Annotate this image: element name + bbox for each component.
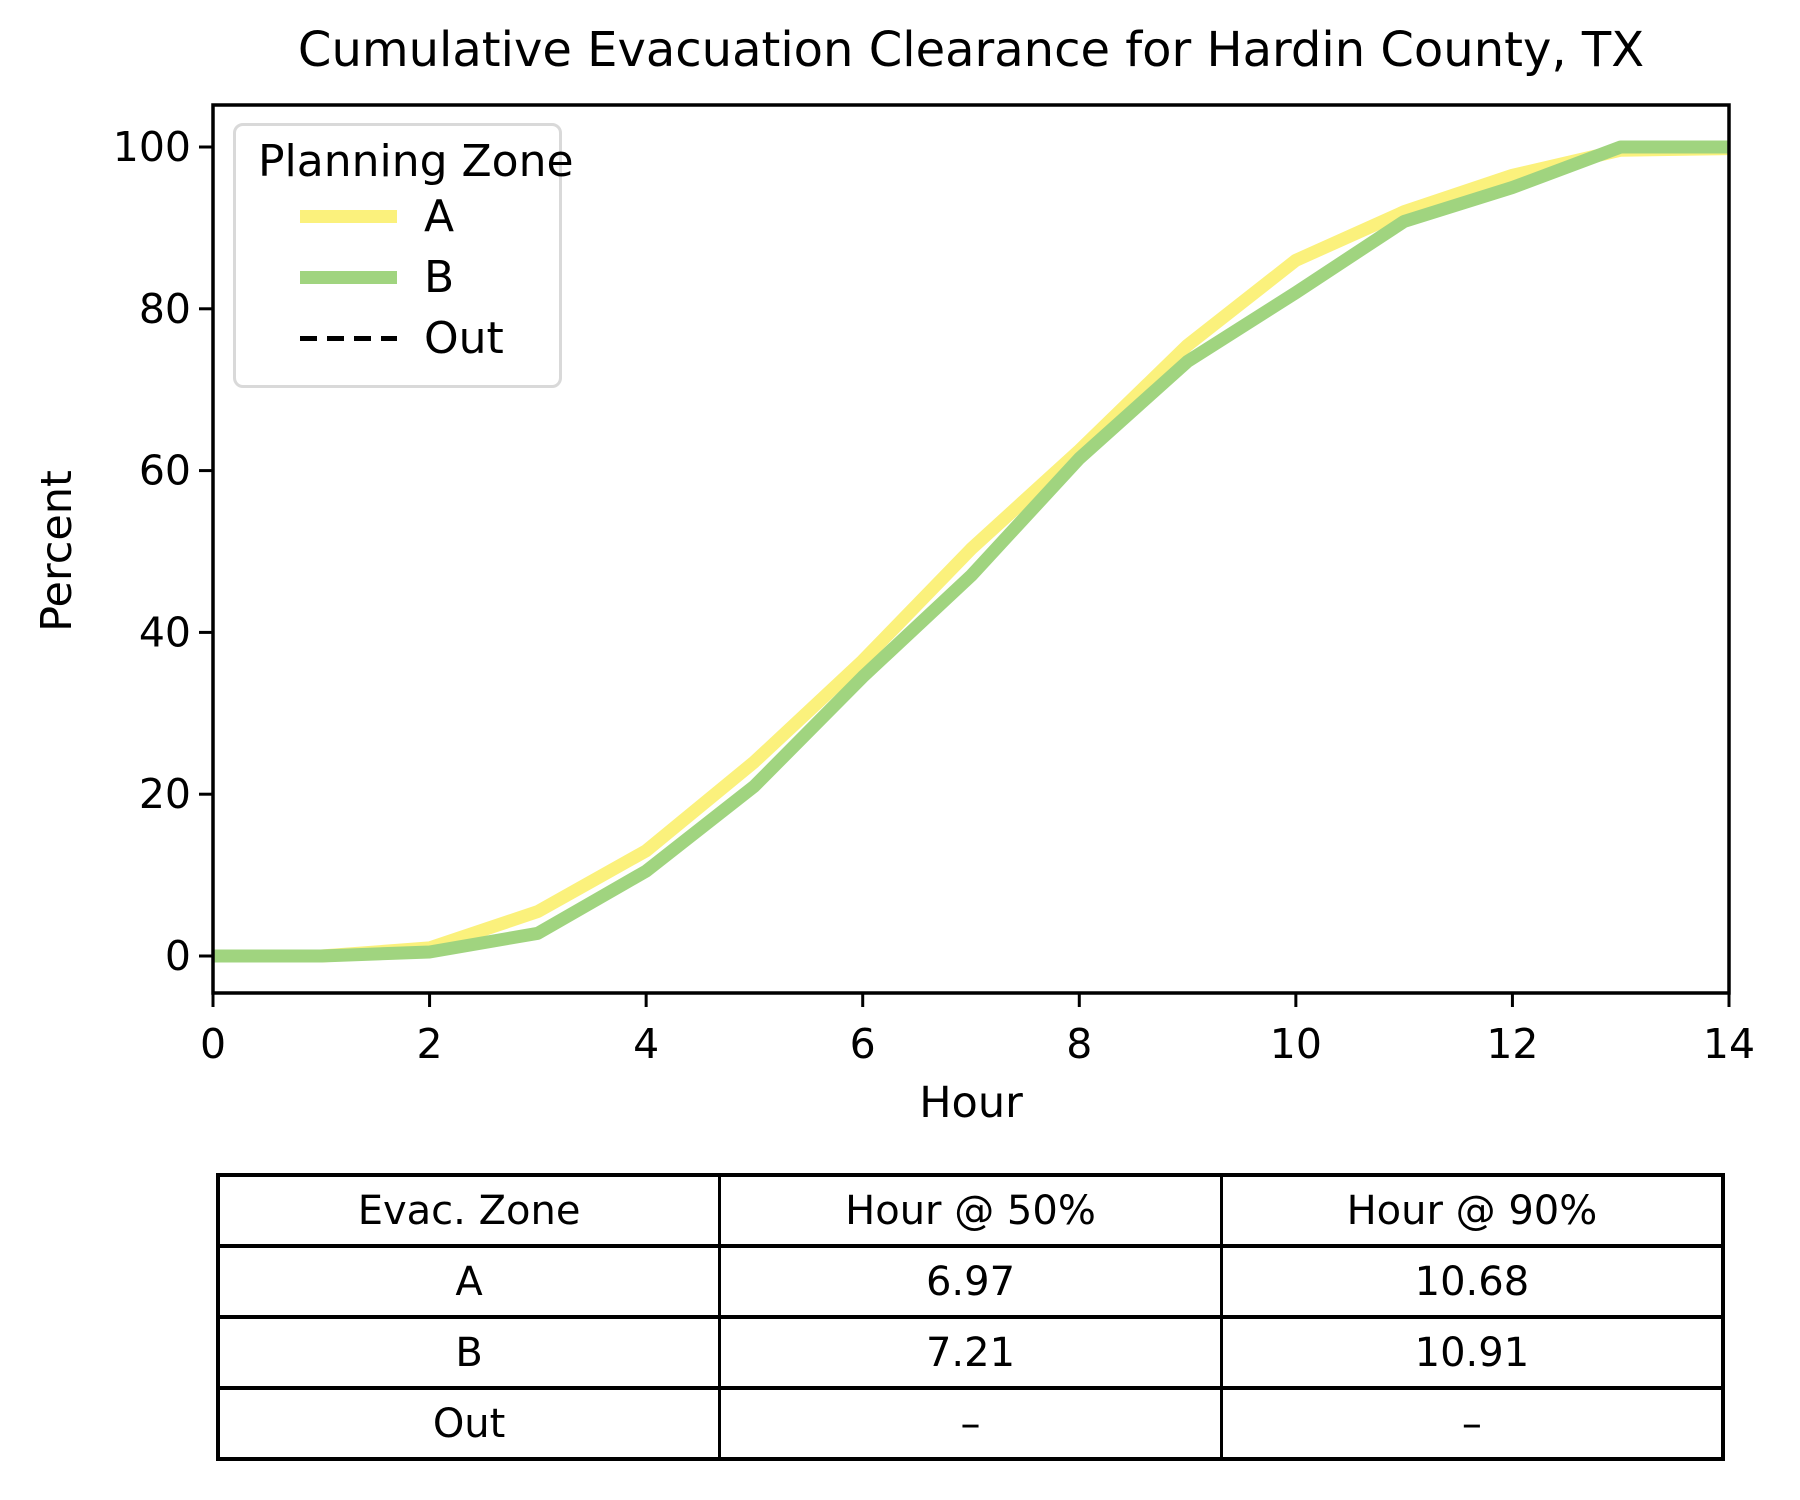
series-line-A	[213, 142, 1730, 963]
legend-entries: A B Out	[236, 186, 559, 369]
legend-entry-label: B	[424, 251, 455, 303]
legend-entry-Out: Out	[236, 308, 559, 369]
line-swatch	[300, 210, 397, 223]
table-cell: B	[216, 1315, 722, 1390]
table-header-row: Evac. Zone Hour @ 50% Hour @ 90%	[216, 1173, 1725, 1248]
chart-title: Cumulative Evacuation Clearance for Hard…	[297, 22, 1645, 78]
x-tick-label: 6	[850, 1020, 876, 1068]
legend-swatch-Out	[300, 336, 397, 341]
table-header-cell: Evac. Zone	[216, 1173, 722, 1248]
legend-entry-B: B	[236, 247, 559, 308]
y-tick-label: 0	[165, 932, 191, 980]
x-tick-label: 8	[1066, 1020, 1092, 1068]
legend-entry-label: Out	[424, 312, 504, 364]
y-axis-label: Percent	[32, 470, 82, 632]
table-header-cell: Hour @ 50%	[718, 1173, 1223, 1248]
plot-frame	[211, 103, 1731, 995]
legend-title: Planning Zone	[258, 136, 574, 187]
table-cell: –	[1219, 1386, 1725, 1461]
legend-entry-label: A	[424, 190, 455, 242]
legend-entry-A: A	[236, 186, 559, 247]
legend-swatch-A	[300, 210, 397, 223]
dashed-line-swatch	[300, 336, 397, 341]
table-row: B 7.21 10.91	[216, 1315, 1725, 1390]
table-cell: 7.21	[718, 1315, 1223, 1390]
table-cell: 10.68	[1219, 1244, 1725, 1319]
table-cell: A	[216, 1244, 722, 1319]
x-tick-label: 0	[200, 1020, 226, 1068]
series-line-B	[213, 140, 1729, 963]
y-tick-label: 40	[139, 608, 191, 656]
line-swatch	[300, 271, 397, 284]
y-tick-label: 20	[139, 770, 191, 818]
clearance-table: Evac. Zone Hour @ 50% Hour @ 90% A 6.97 10.68…	[216, 1173, 1725, 1461]
x-tick-label: 4	[633, 1020, 659, 1068]
legend-swatch-B	[300, 271, 397, 284]
y-tick-label: 100	[113, 123, 191, 171]
y-tick-label: 80	[139, 285, 191, 333]
table-cell: –	[718, 1386, 1223, 1461]
table-cell: Out	[216, 1386, 722, 1461]
x-tick-label: 14	[1703, 1020, 1755, 1068]
table-cell: 10.91	[1219, 1315, 1725, 1390]
table-row: A 6.97 10.68	[216, 1244, 1725, 1319]
table-header-cell: Hour @ 90%	[1219, 1173, 1725, 1248]
legend: Planning Zone A B Out	[233, 123, 574, 388]
x-tick-label: 12	[1486, 1020, 1538, 1068]
x-axis-label: Hour	[919, 1078, 1023, 1128]
table-cell: 6.97	[718, 1244, 1223, 1319]
table-row: Out – –	[216, 1386, 1725, 1461]
x-tick-label: 10	[1270, 1020, 1322, 1068]
y-tick-label: 60	[139, 447, 191, 495]
line-chart: 0 2 4 6 8 10 12 14 0 20 40 60 80 100	[113, 103, 1755, 1068]
x-tick-label: 2	[417, 1020, 443, 1068]
